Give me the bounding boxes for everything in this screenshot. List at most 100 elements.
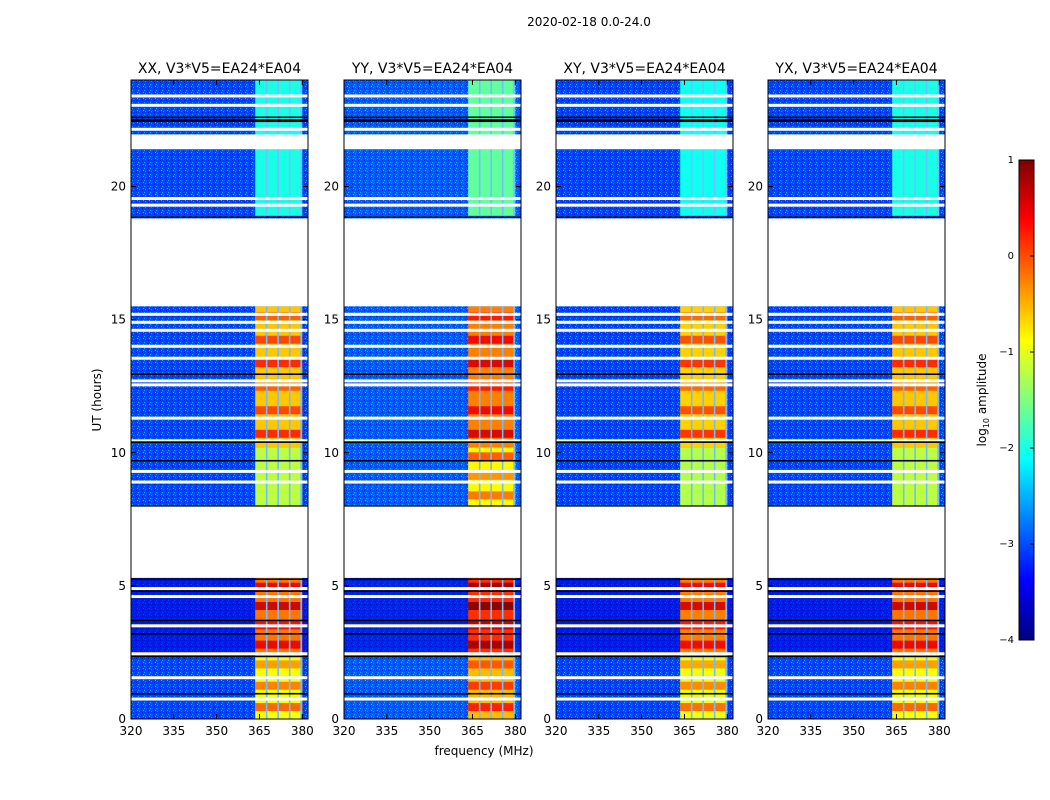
panel-xx-flagged-row [131, 328, 308, 332]
panel-xy-gap-row [556, 578, 733, 581]
panel-xy-gap-row [556, 116, 733, 119]
panel-yy-flagged-row [344, 127, 521, 131]
panel-yx-xtick-label: 335 [799, 724, 822, 738]
panel-xy-flagged-row [556, 312, 733, 316]
panel-xx-data-gap [131, 506, 308, 578]
colorbar-label-amplitude: amplitude [975, 354, 989, 418]
panel-yy-xtick-label: 320 [333, 724, 356, 738]
panel-yy-gap-row [344, 619, 521, 622]
panel-xy-flagged-row [556, 624, 733, 628]
panel-xy-flagged-row [556, 587, 733, 591]
panel-yx-data-gap [768, 218, 945, 307]
panel-yy-xtick-label: 335 [375, 724, 398, 738]
panel-yx-flagged-row [768, 416, 945, 420]
panel-xy-xtick-label: 350 [630, 724, 653, 738]
panel-xx-ytick-label: 15 [111, 313, 126, 327]
panel-xy-gap-row [556, 459, 733, 462]
panel-xy-flagged-row [556, 469, 733, 473]
panel-yy-flagged-row [344, 312, 521, 316]
colorbar: 10−1−2−3−4 log10 amplitude [975, 155, 1035, 646]
panel-xx-gap-row [131, 120, 308, 123]
panel-yx-gap-row [768, 655, 945, 658]
panel-xy-flagged-row [556, 439, 733, 443]
panel-yx-flagged-row [768, 356, 945, 360]
panel-yy-flagged-row [344, 383, 521, 387]
panel-yy-flagged-row [344, 480, 521, 484]
panel-yx-data-gap [768, 134, 945, 150]
panel-yy-flagged-row [344, 652, 521, 656]
panel-yy-ytick-label: 10 [324, 446, 339, 460]
panel-yx-xtick-label: 380 [928, 724, 951, 738]
panel-xx-gap-row [131, 655, 308, 658]
panel-yx-gap-row [768, 120, 945, 123]
panel-xy-gap-row [556, 373, 733, 376]
panel-yy-flagged-row [344, 595, 521, 599]
panel-xx-flagged-row [131, 320, 308, 324]
panel-xx-flagged-row [131, 203, 308, 207]
panel-yy-flagged-row [344, 469, 521, 473]
panel-yx-flagged-row [768, 379, 945, 383]
panel-xx-flagged-row [131, 624, 308, 628]
panel-yy-title: YY, V3*V5=EA24*EA04 [351, 61, 513, 77]
panel-yy-gap-row [344, 692, 521, 695]
panel-xx-flagged-row [131, 439, 308, 443]
panel-xx-gap-row [131, 590, 308, 592]
panel-xy-flagged-row [556, 383, 733, 387]
panel-yy-ytick-label: 5 [331, 579, 339, 593]
panel-xy-data-gap [556, 218, 733, 307]
colorbar-tick-label: −3 [999, 539, 1014, 550]
panel-xy-flagged-row [556, 356, 733, 360]
panel-xy-gap-row [556, 590, 733, 592]
panel-xy-data-gap [556, 506, 733, 578]
panel-yx-frame [767, 79, 946, 720]
panel-yx: YX, V3*V5=EA24*EA04 320 335 350 365 380 0 5 10 15… [748, 61, 951, 738]
panel-xy-frame [555, 79, 734, 720]
panel-yx-flagged-row [768, 344, 945, 348]
panel-yx-title: YX, V3*V5=EA24*EA04 [774, 61, 937, 77]
panel-yx-gap-row [768, 116, 945, 119]
panel-xy-flagged-row [556, 196, 733, 200]
panel-yy-flagged-row [344, 103, 521, 107]
panel-xx-gap-row [131, 633, 308, 635]
panel-yy-data-gap [344, 134, 521, 150]
panel-xy: XY, V3*V5=EA24*EA04 320 335 350 365 380 0 5 10 15… [536, 61, 739, 738]
panel-xy-flagged-row [556, 416, 733, 420]
panel-xy-flagged-row [556, 203, 733, 207]
panel-yy-gap-row [344, 373, 521, 376]
panel-yy-gap-row [344, 655, 521, 658]
panel-yy-flagged-row [344, 379, 521, 383]
panel-yx-ytick-label: 10 [748, 446, 763, 460]
colorbar-label: log10 amplitude [975, 354, 991, 447]
panel-xx-flagged-row [131, 652, 308, 656]
heatmap-panels: XX, V3*V5=EA24*EA04 320 335 350 365 380 0 5 10 15… [111, 61, 951, 738]
panel-yx-flagged-row [768, 469, 945, 473]
panel-xy-xtick-label: 365 [673, 724, 696, 738]
colorbar-label-log: log [975, 428, 989, 446]
panel-xx-xtick-label: 320 [120, 724, 143, 738]
panel-yx-flagged-row [768, 94, 945, 98]
panel-xx-gap-row [131, 441, 308, 443]
panel-yy-xtick-label: 350 [418, 724, 441, 738]
panel-xy-flagged-row [556, 320, 733, 324]
panel-xx-flagged-row [131, 469, 308, 473]
panel-xx-flagged-row [131, 416, 308, 420]
colorbar-tick-label: 1 [1008, 155, 1014, 166]
panel-yy-flagged-row [344, 697, 521, 701]
y-axis-label: UT (hours) [90, 368, 104, 431]
panel-yy-flagged-row [344, 196, 521, 200]
panel-yx-data-gap [768, 506, 945, 578]
panel-xx-flagged-row [131, 697, 308, 701]
panel-xx-data-gap [131, 218, 308, 307]
panel-yx-flagged-row [768, 697, 945, 701]
panel-yx-gap-row [768, 590, 945, 592]
panel-yx-xtick-label: 365 [885, 724, 908, 738]
panel-xx-xtick-label: 365 [248, 724, 271, 738]
panel-yy-gap-row [344, 590, 521, 592]
panel-xx-gap-row [131, 116, 308, 119]
panel-yx-flagged-row [768, 127, 945, 131]
panel-yx-flagged-row [768, 595, 945, 599]
panel-yy-data-gap [344, 218, 521, 307]
panel-yy-flagged-row [344, 587, 521, 591]
panel-xx-frame [130, 79, 309, 720]
panel-yx-flagged-row [768, 312, 945, 316]
